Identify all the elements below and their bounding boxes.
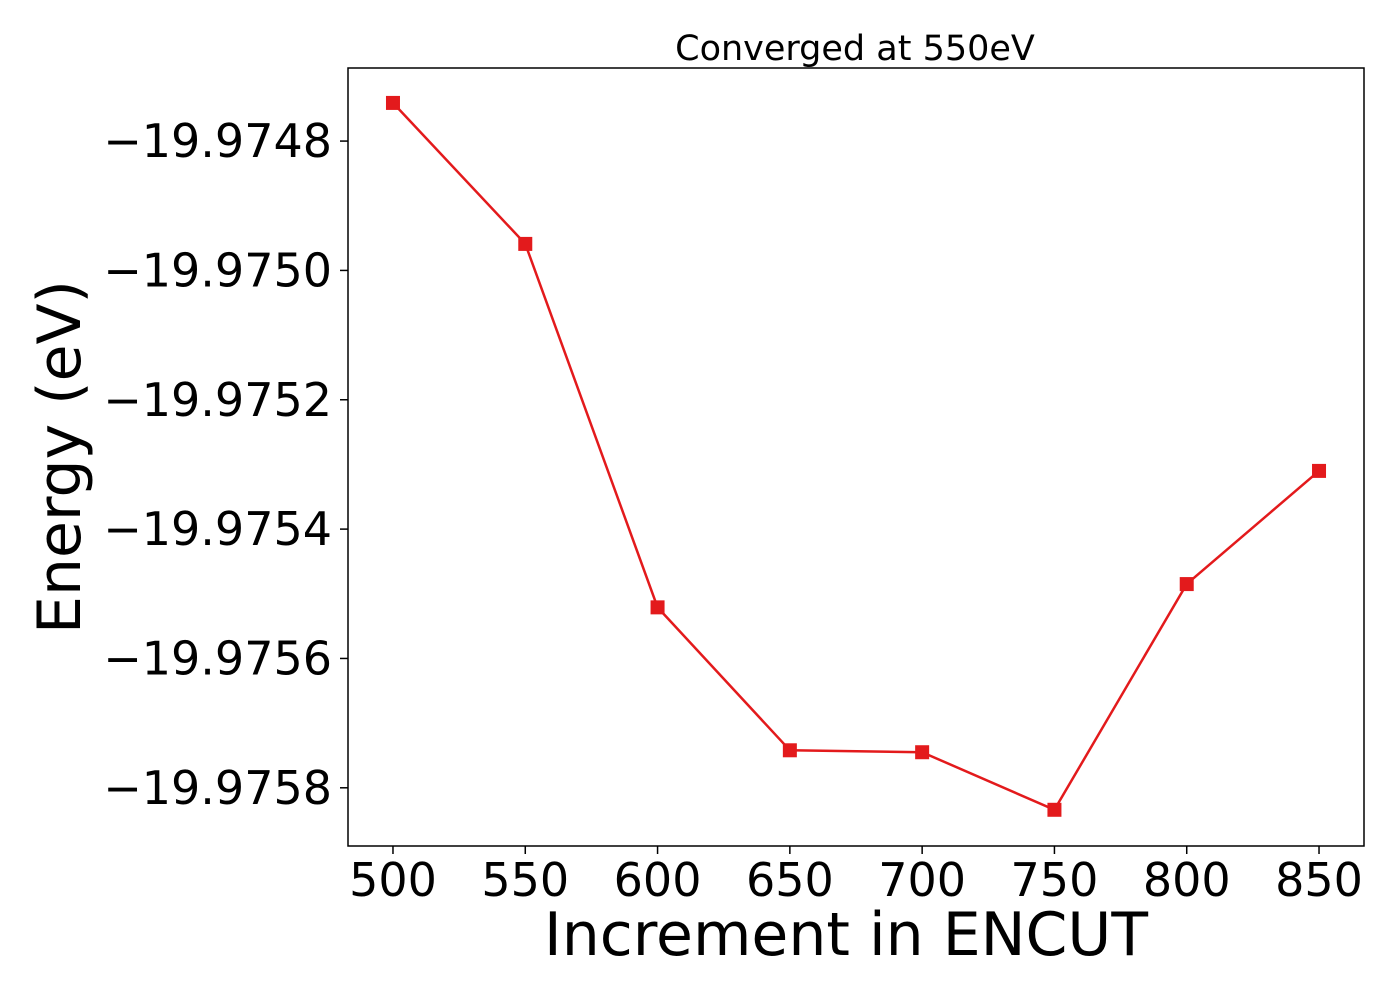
x-tick-label: 500	[349, 853, 437, 907]
y-tick-label: −19.9750	[103, 243, 332, 297]
data-point-marker	[782, 743, 797, 758]
y-axis-label: Energy (eV)	[25, 280, 95, 634]
series-layer	[385, 95, 1327, 817]
data-point-marker	[1312, 463, 1327, 478]
data-point-marker	[1047, 802, 1062, 817]
x-tick-label: 700	[878, 853, 966, 907]
series-line	[392, 102, 1320, 812]
data-point-marker	[650, 600, 665, 615]
y-tick-label: −19.9754	[103, 502, 332, 556]
x-axis-label: Increment in ENCUT	[544, 900, 1148, 970]
chart-title: Converged at 550eV	[675, 29, 1035, 69]
plot-frame	[347, 67, 1365, 847]
x-tick-label: 650	[746, 853, 834, 907]
data-point-marker	[518, 236, 533, 251]
y-tick-label: −19.9752	[103, 373, 332, 427]
ticks-layer: 500 550 600 650 700 750 800 850 −19.9748 −19.9750…	[103, 114, 1363, 907]
x-tick-label: 600	[614, 853, 702, 907]
y-tick-label: −19.9756	[103, 631, 332, 685]
x-tick-label: 800	[1143, 853, 1231, 907]
x-tick-label: 750	[1011, 853, 1099, 907]
x-tick-label: 850	[1275, 853, 1363, 907]
data-point-marker	[385, 95, 400, 110]
data-point-marker	[915, 745, 930, 760]
x-tick-label: 550	[481, 853, 569, 907]
y-tick-label: −19.9758	[103, 761, 332, 815]
data-point-marker	[1179, 577, 1194, 592]
y-tick-label: −19.9748	[103, 114, 332, 168]
